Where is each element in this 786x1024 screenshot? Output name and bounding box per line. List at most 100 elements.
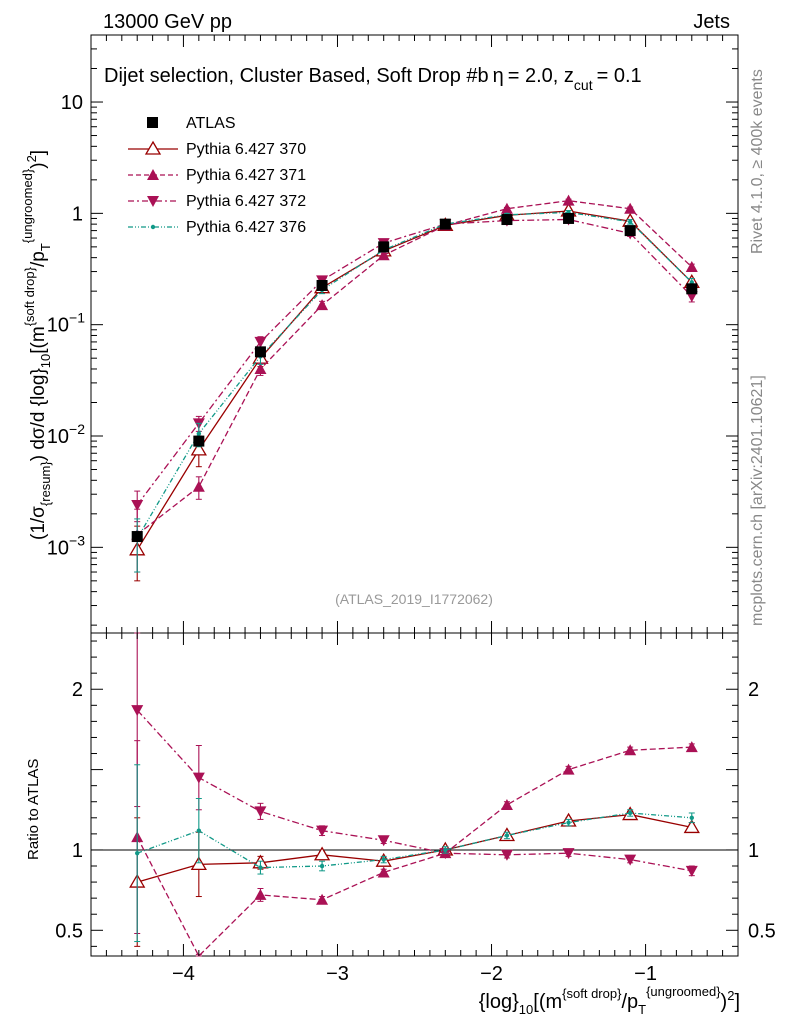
ratio-point <box>313 846 331 861</box>
ratio-point <box>685 741 698 753</box>
data-point <box>624 202 637 214</box>
ratio-series-pythia-6-427-370 <box>129 806 700 947</box>
plot-title-suffix: = 2.0, z <box>508 65 574 87</box>
y-tick-label: 10−1 <box>47 310 85 337</box>
ratio-point <box>377 835 390 847</box>
legend-marker-triangle-up-icon <box>147 169 159 180</box>
ratio-point <box>500 849 513 861</box>
ratio-point <box>135 850 140 856</box>
ratio-plot-frame <box>90 632 739 957</box>
ratio-line <box>136 812 692 869</box>
ratio-plot-layer <box>91 632 738 958</box>
data-point <box>685 260 698 272</box>
ratio-y-tick-label-right: 2 <box>748 679 759 701</box>
legend-marker-dot-icon <box>150 224 156 230</box>
ratio-point <box>316 825 329 837</box>
ratio-point <box>190 856 207 871</box>
ratio-point <box>624 854 637 866</box>
x-tick-label: −4 <box>172 963 195 985</box>
x-tick-label: −2 <box>480 963 503 985</box>
ratio-point <box>689 815 694 821</box>
ratio-point <box>254 806 267 818</box>
ratio-point <box>196 828 202 833</box>
data-point <box>254 336 267 348</box>
main-plot-layer <box>129 194 700 582</box>
ratio-point <box>192 772 205 784</box>
ratio-point <box>504 833 510 838</box>
ratio-point <box>683 819 700 834</box>
series-atlas <box>131 212 698 543</box>
ratio-series-pythia-6-427-376 <box>134 764 695 943</box>
series-pythia-6-427-376 <box>134 210 695 573</box>
legend-entry-371: Pythia 6.427 371 <box>128 167 306 184</box>
series-pythia-6-427-371 <box>131 194 698 573</box>
legend-label: Pythia 6.427 376 <box>186 219 306 236</box>
data-point <box>562 194 575 206</box>
x-tick-label: −1 <box>634 963 657 985</box>
data-point <box>316 299 329 311</box>
y-tick-label: 1 <box>72 203 83 225</box>
main-ylabel: (1/σ{resum}) dσ/d {log}10[(m{soft drop}/… <box>20 150 53 540</box>
legend-label: ATLAS <box>186 115 236 132</box>
data-point <box>190 441 207 456</box>
data-point <box>254 346 266 358</box>
analysis-tag: (ATLAS_2019_I1772062) <box>335 591 493 607</box>
data-point <box>196 431 202 436</box>
ratio-point <box>443 847 448 853</box>
data-point <box>439 218 451 230</box>
ratio-y-tick-label-right: 1 <box>748 840 759 862</box>
ratio-point <box>685 865 698 877</box>
series-line <box>136 211 693 539</box>
ratio-y-tick-label: 1 <box>72 840 83 862</box>
ratio-point <box>381 857 386 862</box>
rivet-label: Rivet 4.1.0, ≥ 400k events <box>749 69 766 254</box>
y-tick-label: 10−2 <box>47 421 85 448</box>
legend-marker-triangle-open-icon <box>144 140 162 155</box>
process-label: Jets <box>693 11 730 33</box>
axes-layer: −4 −3 −2 −1 10−3 10−2 10−1 1 10 0.5 0.5 1 1 2 2 <box>47 34 776 985</box>
ratio-ylabel: Ratio to ATLAS <box>25 759 42 860</box>
data-point <box>192 480 205 492</box>
data-point <box>131 500 144 512</box>
ratio-y-tick-label: 2 <box>72 679 83 701</box>
data-point <box>624 225 636 237</box>
legend-marker-triangle-down-icon <box>147 196 159 207</box>
ratio-point <box>131 705 144 717</box>
data-point <box>377 249 390 261</box>
ratio-y-tick-label: 0.5 <box>55 920 83 942</box>
plot-title-eta: η <box>493 65 504 87</box>
legend-entry-376: Pythia 6.427 376 <box>128 219 306 236</box>
data-point <box>563 212 575 224</box>
ratio-line <box>136 746 692 958</box>
data-point <box>627 219 633 224</box>
source-label: mcplots.cern.ch [arXiv:2401.10621] <box>749 375 766 626</box>
series-line <box>136 200 693 536</box>
data-point <box>501 214 513 226</box>
legend-label: Pythia 6.427 372 <box>186 193 306 210</box>
ratio-point <box>566 820 571 825</box>
ratio-point <box>258 865 263 870</box>
legend-label: Pythia 6.427 371 <box>186 167 306 184</box>
x-tick-label: −3 <box>326 963 349 985</box>
x-axis-label: {log}10[(m{soft drop}/pT{ungroomed})2] <box>479 984 740 1017</box>
ratio-point <box>562 763 575 775</box>
ratio-point <box>500 798 513 810</box>
data-point <box>193 435 205 447</box>
data-point <box>500 202 513 214</box>
data-point <box>316 279 328 291</box>
plot-title-sub: cut <box>574 77 593 93</box>
legend: ATLAS Pythia 6.427 370 Pythia 6.427 371 … <box>128 115 306 236</box>
ratio-point <box>377 866 390 878</box>
legend-label: Pythia 6.427 370 <box>186 141 306 158</box>
ratio-series-pythia-6-427-371 <box>131 740 698 958</box>
plot-title: Dijet selection, Cluster Based, Soft Dro… <box>104 65 642 93</box>
ratio-series-pythia-6-427-372 <box>131 632 698 877</box>
ratio-point <box>319 863 325 869</box>
y-tick-label: 10 <box>61 92 83 114</box>
series-pythia-6-427-370 <box>129 202 700 582</box>
data-point <box>378 241 390 253</box>
data-point <box>686 283 698 295</box>
energy-label: 13000 GeV pp <box>103 11 232 33</box>
ratio-line <box>136 709 692 872</box>
